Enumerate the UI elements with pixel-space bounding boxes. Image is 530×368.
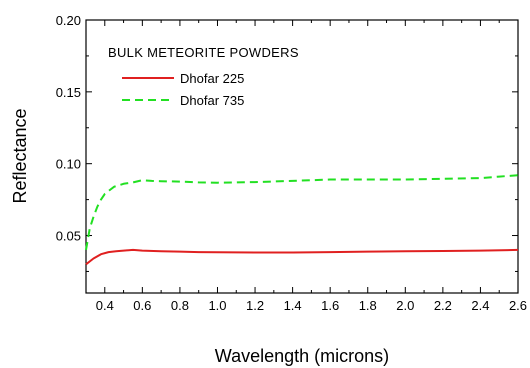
legend: Dhofar 225 Dhofar 735: [122, 71, 244, 108]
y-tick-label: 0.15: [56, 85, 81, 100]
axis-ticks: [86, 19, 519, 293]
legend-label-dhofar-735: Dhofar 735: [180, 93, 244, 108]
x-tick-label: 1.4: [284, 298, 302, 313]
y-tick-label: 0.10: [56, 157, 81, 172]
x-tick-label: 0.8: [171, 298, 189, 313]
x-tick-label: 1.8: [359, 298, 377, 313]
tick-labels: 0.4 0.6 0.8 1.0 1.2 1.4 1.6 1.8 2.0 2.2 2.4 2.6 0.05…: [56, 13, 527, 313]
x-tick-label: 1.2: [246, 298, 264, 313]
series-line-dhofar-735: [85, 174, 519, 251]
chart-annotation: BULK METEORITE POWDERS: [108, 45, 299, 60]
plot-frame: [85, 19, 519, 294]
x-tick-label: 2.0: [396, 298, 414, 313]
x-tick-label: 2.4: [471, 298, 489, 313]
x-tick-label: 0.4: [96, 298, 114, 313]
x-tick-label: 1.0: [208, 298, 226, 313]
y-tick-label: 0.05: [56, 229, 81, 244]
x-axis-title: Wavelength (microns): [215, 346, 389, 366]
x-tick-label: 2.6: [509, 298, 527, 313]
y-tick-label: 0.20: [56, 13, 81, 28]
series-layer: [85, 174, 519, 266]
y-axis-title: Reflectance: [10, 108, 30, 203]
x-tick-label: 1.6: [321, 298, 339, 313]
x-tick-label: 0.6: [133, 298, 151, 313]
x-tick-label: 2.2: [434, 298, 452, 313]
series-line-dhofar-225: [85, 248, 519, 266]
legend-label-dhofar-225: Dhofar 225: [180, 71, 244, 86]
